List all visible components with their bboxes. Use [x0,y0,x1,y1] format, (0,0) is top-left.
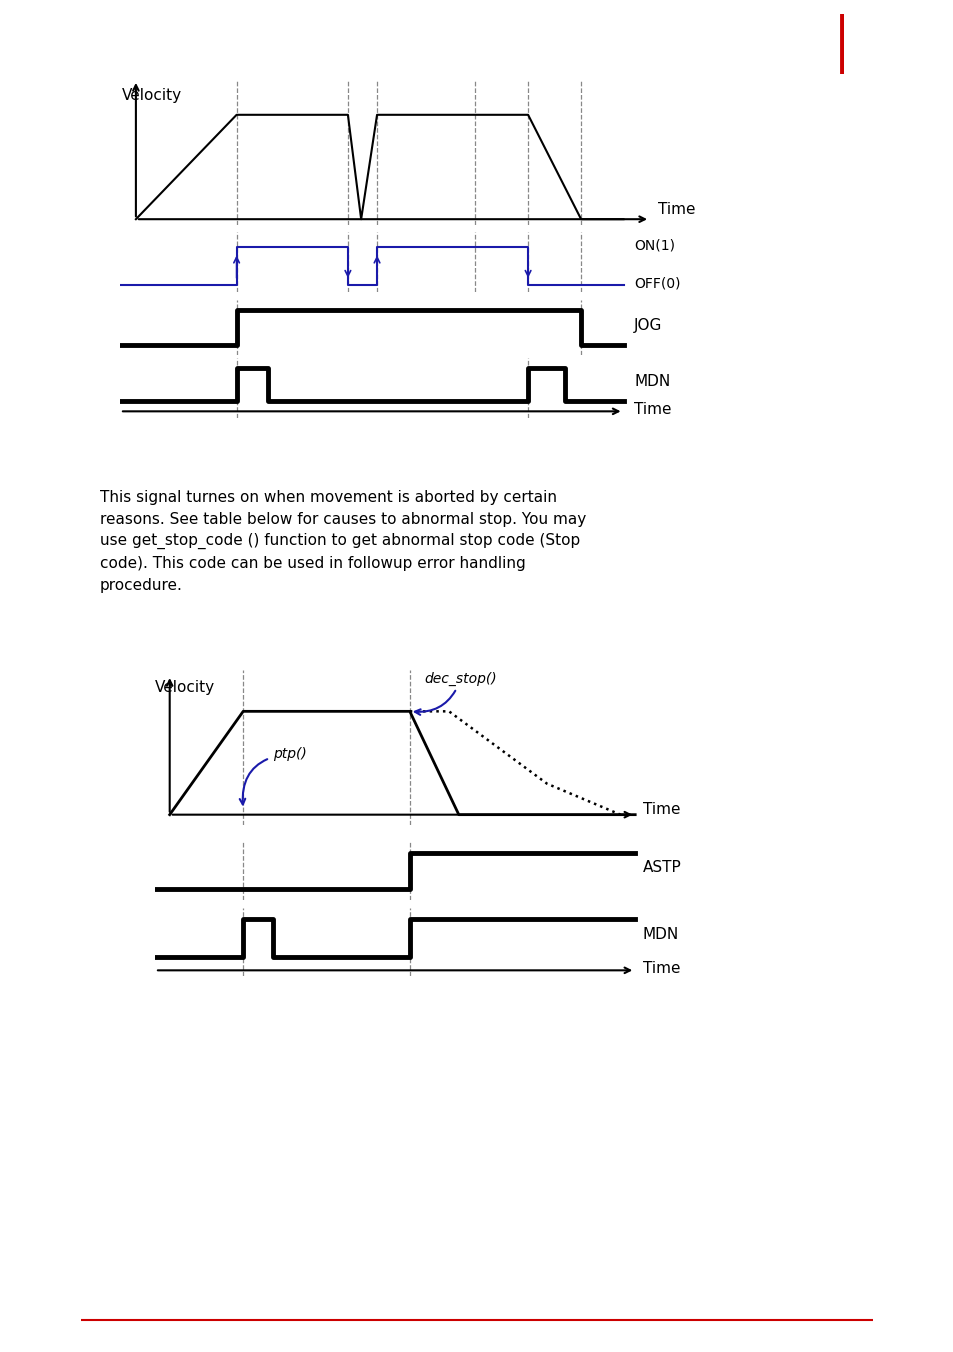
Text: OFF(0): OFF(0) [634,277,679,291]
Text: ON(1): ON(1) [634,238,675,251]
Text: Velocity: Velocity [154,680,214,695]
Text: Time: Time [634,402,671,418]
Text: Time: Time [642,961,679,976]
Text: Time: Time [642,802,679,817]
Text: dec_stop(): dec_stop() [415,672,497,715]
Text: ptp(): ptp() [239,746,306,804]
Text: MDN: MDN [642,927,679,942]
Text: This signal turnes on when movement is aborted by certain
reasons. See table bel: This signal turnes on when movement is a… [100,489,586,592]
Text: ASTP: ASTP [642,860,680,875]
Text: JOG: JOG [634,318,661,334]
Text: Velocity: Velocity [121,88,181,103]
Text: Time: Time [658,201,695,216]
Text: MDN: MDN [634,375,670,389]
